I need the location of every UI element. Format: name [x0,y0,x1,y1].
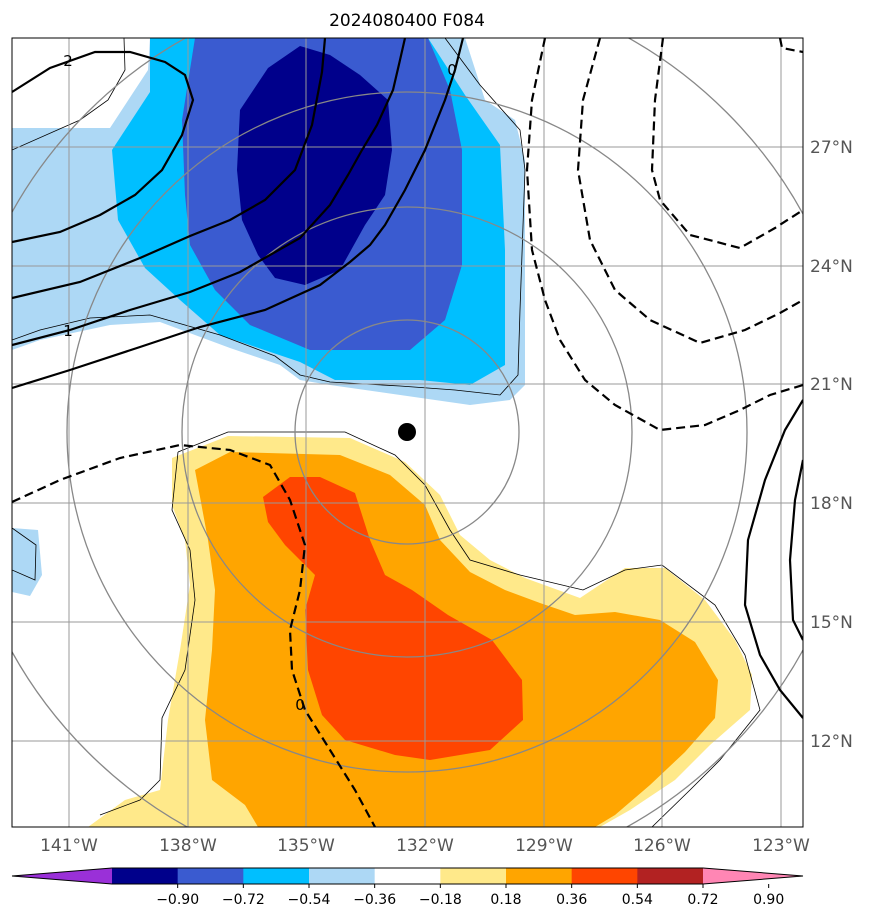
colorbar-outline [11,867,804,885]
colorbar-tick-label: 0.18 [490,892,521,908]
lon-label: 126°W [633,836,691,856]
colorbar-tick-label: 0.90 [753,892,784,908]
colorbar-segment [637,868,704,884]
map-title: 2024080400 F084 [329,11,485,31]
latitude-labels: 27°N 24°N 21°N 18°N 15°N 12°N [810,138,853,752]
anomaly-fill-dark-blue [237,46,392,285]
colorbar-tick-label: −0.36 [353,892,396,908]
lon-label: 129°W [515,836,573,856]
lat-label: 27°N [810,138,853,158]
lat-label: 18°N [810,494,853,514]
colorbar-segment [571,868,638,884]
contours-positive [12,38,803,719]
lon-label: 135°W [277,836,335,856]
contour-label-0-top: 0 [447,61,457,79]
colorbar-tick-label: −0.54 [288,892,331,908]
contours-negative [12,38,803,827]
contour-label-2: 2 [63,52,73,70]
colorbar-segment [374,868,441,884]
colorbar-segment [440,868,507,884]
anomaly-fill-red-orange [263,477,523,760]
lon-label: 132°W [396,836,454,856]
colorbar: −0.90 −0.72 −0.54 −0.36 −0.18 0.18 0.36 0.54 0.7… [11,867,804,908]
contour-label-1: 1 [63,322,73,340]
longitude-labels: 141°W 138°W 135°W 132°W 129°W 126°W 123°… [40,836,810,856]
colorbar-segment [506,868,573,884]
map-area: 2 1 0 0 [12,38,803,827]
colorbar-segment [112,868,179,884]
lat-label: 12°N [810,732,853,752]
colorbar-tick-label: −0.90 [156,892,199,908]
lon-label: 138°W [159,836,217,856]
colorbar-tick-label: −0.72 [222,892,265,908]
colorbar-segment [177,868,244,884]
contour-thin-upper [12,38,526,396]
storm-center-marker [398,423,416,441]
colorbar-extend-low [12,868,112,884]
colorbar-tick-label: 0.72 [687,892,718,908]
contour-thin-lower [99,431,761,827]
graticule [12,38,803,827]
contour-label-0-bottom: 0 [295,696,305,714]
lon-label: 123°W [752,836,810,856]
contour-thin-left-small [12,527,37,581]
map-frame [11,37,804,828]
colorbar-segment [243,868,310,884]
colorbar-tick-label: 0.36 [556,892,587,908]
colorbar-tick-label: 0.54 [622,892,653,908]
lat-label: 21°N [810,375,853,395]
colorbar-tick-label: −0.18 [419,892,462,908]
range-rings [12,38,803,827]
colorbar-segment [309,868,376,884]
colorbar-extend-high [703,868,803,884]
lat-label: 15°N [810,613,853,633]
lat-label: 24°N [810,257,853,277]
lon-label: 141°W [40,836,98,856]
anomaly-fill-light-blue-small [12,528,42,596]
